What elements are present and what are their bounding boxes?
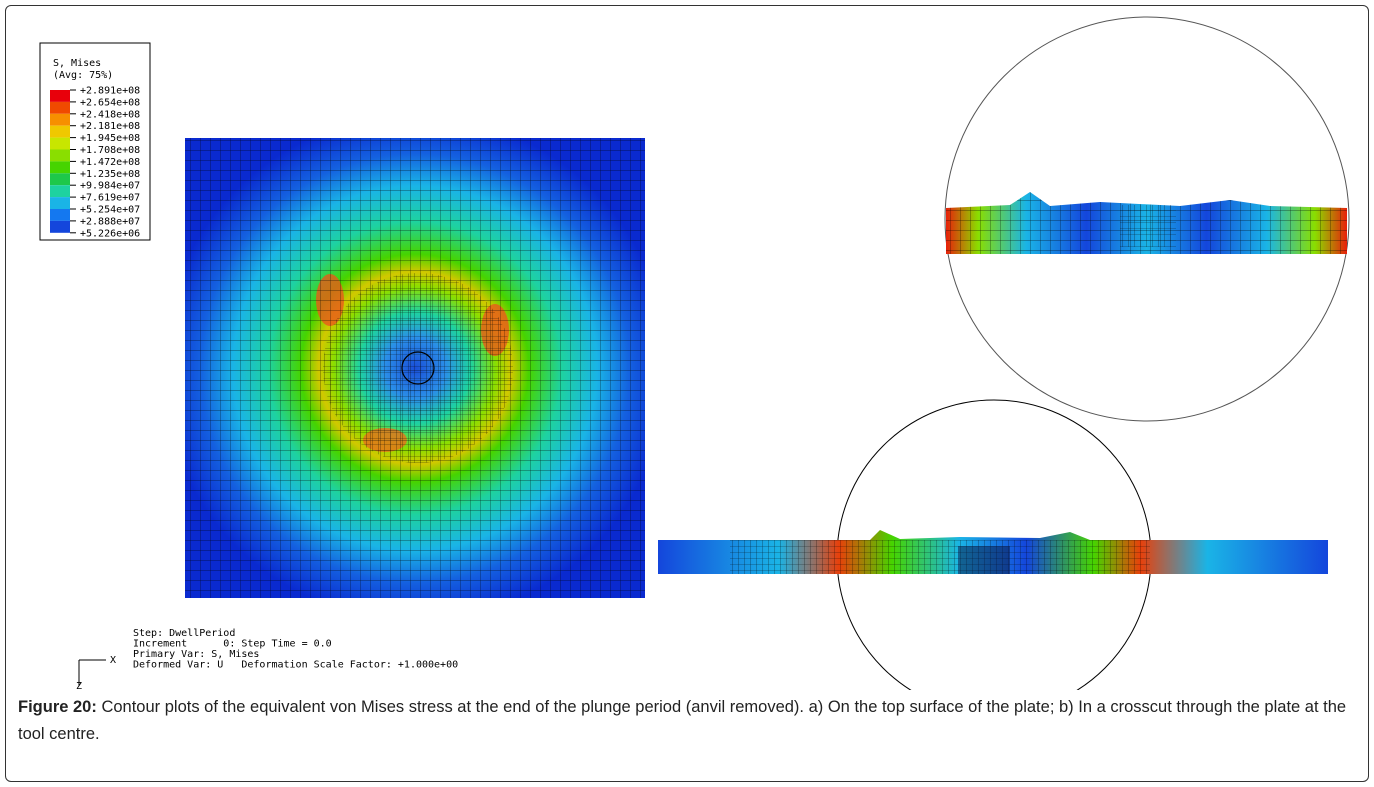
legend-value: +1.472e+08	[80, 157, 140, 168]
info-line: Primary Var: S, Mises	[133, 649, 259, 660]
legend-value: +2.418e+08	[80, 109, 140, 120]
info-line: Increment 0: Step Time = 0.0	[133, 639, 332, 650]
legend-value: +7.619e+07	[80, 193, 140, 204]
legend-value: +5.226e+06	[80, 228, 140, 239]
legend-value: +1.945e+08	[80, 133, 140, 144]
info-line: Deformed Var: U Deformation Scale Factor…	[133, 660, 458, 671]
legend-title: S, Mises	[53, 58, 101, 69]
crosscut-zoom	[945, 17, 1349, 421]
legend-swatch	[50, 150, 70, 162]
caption: Figure 20: Contour plots of the equivale…	[18, 694, 1363, 748]
legend-swatch	[50, 138, 70, 150]
legend-swatch	[50, 90, 70, 102]
tool-cavity	[1120, 205, 1176, 247]
fine-mesh	[323, 273, 513, 463]
legend-swatch	[50, 161, 70, 173]
legend-swatch	[50, 221, 70, 233]
legend-swatch	[50, 102, 70, 114]
legend-value: +2.888e+07	[80, 216, 140, 227]
legend-swatch	[50, 173, 70, 185]
triad-label: Z	[76, 681, 82, 690]
caption-label: Figure 20:	[18, 698, 97, 716]
legend-swatch	[50, 185, 70, 197]
page: S, Mises(Avg: 75%)+2.891e+08+2.654e+08+2…	[0, 0, 1374, 787]
legend-value: +1.235e+08	[80, 169, 140, 180]
legend-swatch	[50, 114, 70, 126]
figure: S, Mises(Avg: 75%)+2.891e+08+2.654e+08+2…	[0, 0, 1374, 690]
legend-value: +5.254e+07	[80, 205, 140, 216]
contour-top	[185, 138, 645, 598]
tool-cavity	[958, 546, 1010, 574]
triad-label: X	[110, 655, 116, 666]
legend-value: +2.654e+08	[80, 97, 140, 108]
info-line: Step: DwellPeriod	[133, 628, 235, 639]
legend-swatch	[50, 126, 70, 138]
legend-value: +2.891e+08	[80, 86, 140, 97]
legend-swatch	[50, 197, 70, 209]
legend-value: +2.181e+08	[80, 121, 140, 132]
crosscut-full	[658, 400, 1328, 690]
legend-value: +9.984e+07	[80, 181, 140, 192]
crosscut-mesh	[730, 540, 1150, 574]
legend-swatch	[50, 209, 70, 221]
triad: X Z	[76, 655, 116, 690]
caption-text: Contour plots of the equivalent von Mise…	[18, 698, 1346, 743]
legend-subtitle: (Avg: 75%)	[53, 70, 113, 81]
legend-value: +1.708e+08	[80, 145, 140, 156]
